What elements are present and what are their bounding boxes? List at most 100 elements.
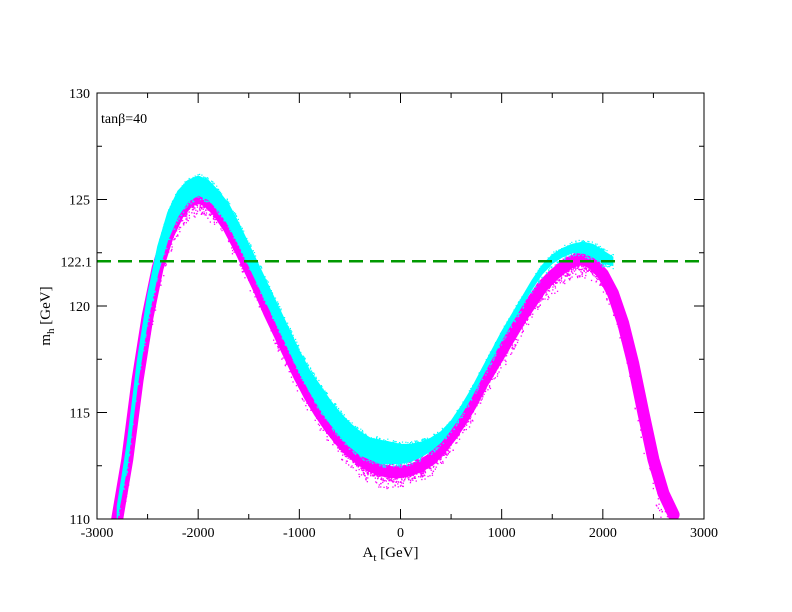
magenta-point	[569, 273, 571, 275]
magenta-point	[564, 279, 566, 281]
magenta-point	[373, 473, 376, 475]
magenta-point	[165, 263, 167, 265]
magenta-point	[281, 358, 283, 360]
magenta-point	[409, 482, 412, 484]
magenta-point	[643, 452, 645, 455]
magenta-point	[202, 213, 204, 215]
magenta-point	[581, 268, 584, 270]
magenta-point	[402, 485, 404, 488]
magenta-point	[401, 482, 403, 484]
magenta-point	[378, 484, 380, 486]
magenta-point	[480, 399, 482, 401]
magenta-point	[173, 239, 175, 241]
magenta-point	[547, 295, 549, 298]
magenta-point	[465, 428, 467, 431]
magenta-point	[306, 409, 308, 411]
magenta-point	[571, 271, 573, 273]
magenta-point	[213, 221, 215, 223]
magenta-point	[511, 344, 514, 346]
magenta-point	[435, 461, 438, 464]
magenta-point	[419, 476, 422, 478]
magenta-point	[378, 486, 380, 488]
magenta-point	[562, 282, 564, 284]
magenta-point	[199, 206, 201, 208]
magenta-point	[422, 472, 424, 475]
magenta-point	[511, 347, 513, 349]
magenta-point	[376, 475, 378, 477]
magenta-point	[214, 219, 216, 221]
magenta-point	[401, 478, 403, 480]
magenta-point	[196, 210, 199, 212]
magenta-point	[548, 297, 550, 299]
magenta-point	[352, 461, 354, 463]
magenta-point	[515, 338, 518, 341]
magenta-point	[376, 482, 378, 484]
magenta-point	[191, 212, 193, 214]
magenta-point	[456, 442, 458, 444]
magenta-point	[199, 209, 201, 212]
magenta-point	[360, 474, 363, 476]
magenta-point	[327, 439, 329, 441]
magenta-point	[392, 486, 394, 488]
magenta-point	[385, 480, 387, 482]
magenta-point	[420, 475, 422, 477]
magenta-point	[420, 474, 422, 476]
magenta-point	[179, 231, 181, 233]
magenta-point	[514, 346, 516, 348]
magenta-point	[661, 511, 663, 513]
magenta-point	[666, 516, 669, 518]
magenta-point	[458, 434, 460, 436]
magenta-point	[395, 464, 397, 467]
magenta-point	[516, 341, 519, 344]
magenta-point	[586, 270, 588, 272]
magenta-point	[322, 429, 324, 431]
magenta-point	[565, 272, 567, 274]
magenta-point	[532, 313, 534, 315]
magenta-point	[317, 423, 320, 425]
magenta-point	[365, 470, 367, 472]
magenta-point	[171, 246, 173, 248]
magenta-point	[537, 308, 539, 310]
magenta-point	[489, 387, 492, 390]
magenta-point	[181, 220, 183, 222]
magenta-point	[421, 474, 423, 476]
magenta-point	[202, 206, 205, 208]
magenta-point	[537, 306, 539, 308]
magenta-point	[382, 478, 384, 480]
magenta-point	[660, 508, 662, 511]
magenta-point	[273, 339, 275, 341]
magenta-point	[349, 458, 351, 460]
magenta-point	[421, 478, 423, 481]
magenta-point	[350, 466, 352, 468]
magenta-point	[391, 464, 394, 466]
magenta-point	[377, 477, 379, 479]
magenta-point	[579, 276, 581, 278]
magenta-point	[584, 267, 586, 269]
magenta-point	[409, 479, 412, 481]
magenta-point	[249, 290, 251, 292]
magenta-point	[581, 272, 583, 274]
magenta-point	[521, 328, 524, 330]
magenta-point	[562, 274, 565, 276]
magenta-point	[362, 471, 365, 474]
magenta-point	[164, 265, 167, 267]
magenta-point	[560, 278, 562, 280]
magenta-point	[583, 267, 585, 270]
magenta-point	[202, 208, 204, 210]
magenta-point	[361, 467, 363, 470]
magenta-point	[579, 269, 581, 271]
magenta-point	[357, 465, 360, 467]
magenta-point	[378, 475, 380, 477]
magenta-point	[652, 482, 654, 484]
magenta-point	[505, 363, 507, 366]
magenta-point	[581, 266, 583, 268]
magenta-point	[580, 271, 582, 273]
magenta-point	[404, 477, 406, 479]
magenta-point	[196, 204, 199, 207]
magenta-point	[571, 276, 573, 278]
magenta-point	[521, 331, 523, 334]
magenta-point	[196, 212, 198, 215]
magenta-point	[367, 473, 370, 475]
magenta-point	[592, 272, 594, 274]
magenta-point	[365, 470, 368, 472]
